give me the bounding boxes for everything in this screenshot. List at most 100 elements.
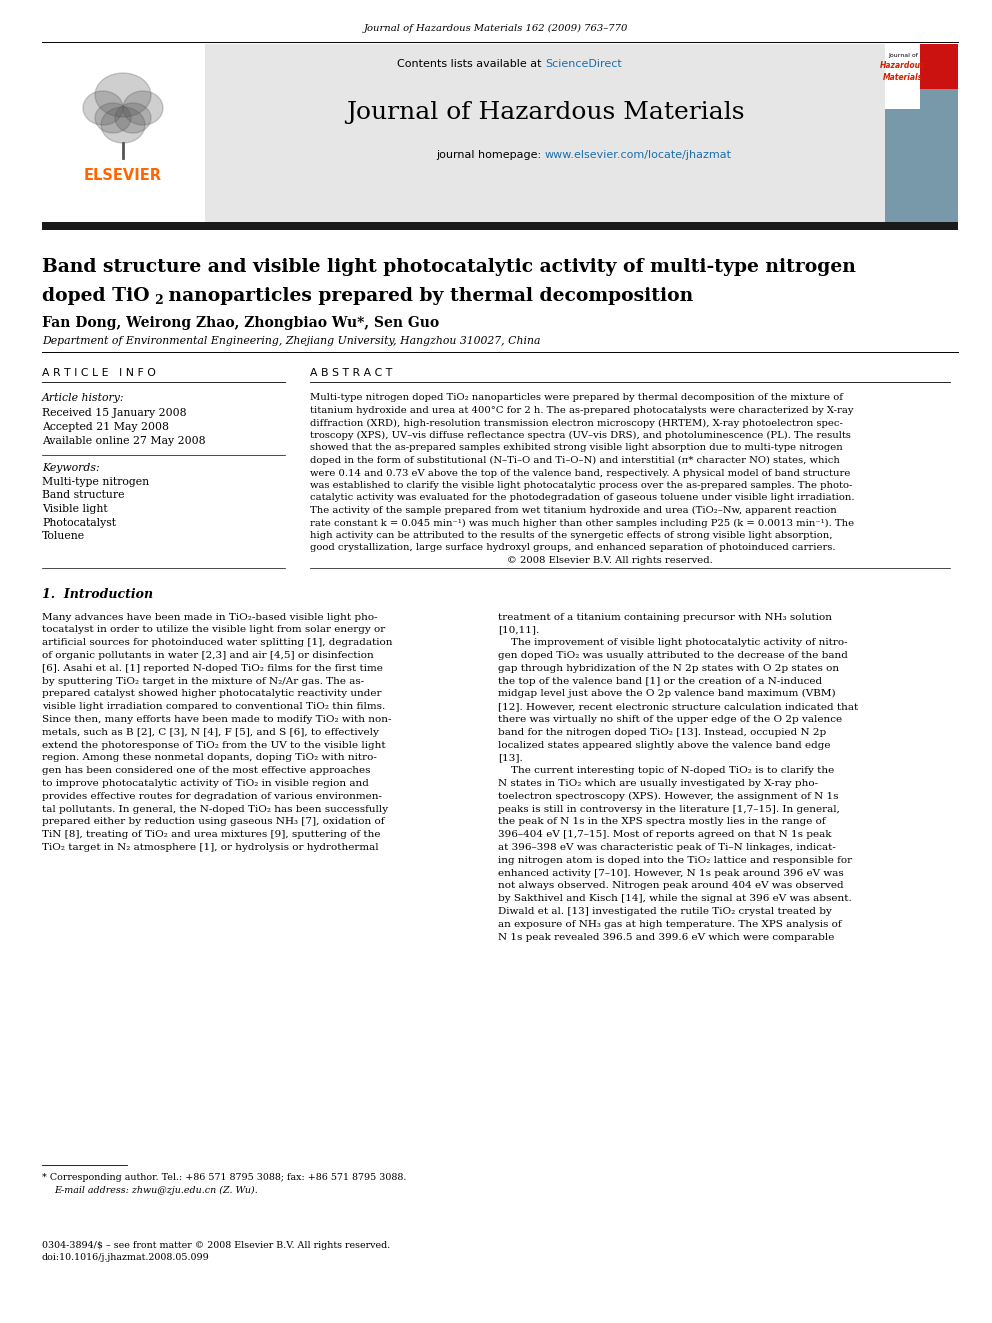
Text: ScienceDirect: ScienceDirect <box>545 60 622 69</box>
Text: Materials: Materials <box>883 73 924 82</box>
Text: © 2008 Elsevier B.V. All rights reserved.: © 2008 Elsevier B.V. All rights reserved… <box>310 556 712 565</box>
Text: doped in the form of substitutional (N–Ti–O and Ti–O–N) and interstitial (π* cha: doped in the form of substitutional (N–T… <box>310 456 840 466</box>
Text: good crystallization, large surface hydroxyl groups, and enhanced separation of : good crystallization, large surface hydr… <box>310 544 835 553</box>
Text: by sputtering TiO₂ target in the mixture of N₂/Ar gas. The as-: by sputtering TiO₂ target in the mixture… <box>42 676 364 685</box>
Text: doi:10.1016/j.jhazmat.2008.05.099: doi:10.1016/j.jhazmat.2008.05.099 <box>42 1253 209 1262</box>
Text: www.elsevier.com/locate/jhazmat: www.elsevier.com/locate/jhazmat <box>545 149 732 160</box>
Text: Journal of: Journal of <box>888 53 918 58</box>
Text: Accepted 21 May 2008: Accepted 21 May 2008 <box>42 422 169 433</box>
Text: Band structure and visible light photocatalytic activity of multi-type nitrogen: Band structure and visible light photoca… <box>42 258 856 277</box>
Text: The activity of the sample prepared from wet titanium hydroxide and urea (TiO₂–N: The activity of the sample prepared from… <box>310 505 836 515</box>
Text: journal homepage:: journal homepage: <box>436 149 545 160</box>
Text: Since then, many efforts have been made to modify TiO₂ with non-: Since then, many efforts have been made … <box>42 714 392 724</box>
Text: Band structure: Band structure <box>42 491 125 500</box>
Text: TiO₂ target in N₂ atmosphere [1], or hydrolysis or hydrothermal: TiO₂ target in N₂ atmosphere [1], or hyd… <box>42 843 379 852</box>
Text: Contents lists available at: Contents lists available at <box>397 60 545 69</box>
Text: TiN [8], treating of TiO₂ and urea mixtures [9], sputtering of the: TiN [8], treating of TiO₂ and urea mixtu… <box>42 830 381 839</box>
Text: gap through hybridization of the N 2p states with O 2p states on: gap through hybridization of the N 2p st… <box>498 664 839 672</box>
Text: A R T I C L E   I N F O: A R T I C L E I N F O <box>42 368 156 378</box>
Text: Visible light: Visible light <box>42 504 107 515</box>
Text: Department of Environmental Engineering, Zhejiang University, Hangzhou 310027, C: Department of Environmental Engineering,… <box>42 336 541 347</box>
FancyBboxPatch shape <box>885 89 958 222</box>
Ellipse shape <box>101 107 145 143</box>
Text: Journal of Hazardous Materials: Journal of Hazardous Materials <box>346 101 744 123</box>
Text: The current interesting topic of N-doped TiO₂ is to clarify the: The current interesting topic of N-doped… <box>498 766 834 775</box>
Text: Received 15 January 2008: Received 15 January 2008 <box>42 407 186 418</box>
Text: were 0.14 and 0.73 eV above the top of the valence band, respectively. A physica: were 0.14 and 0.73 eV above the top of t… <box>310 468 850 478</box>
Text: region. Among these nonmetal dopants, doping TiO₂ with nitro-: region. Among these nonmetal dopants, do… <box>42 753 377 762</box>
Text: Article history:: Article history: <box>42 393 125 404</box>
Text: to improve photocatalytic activity of TiO₂ in visible region and: to improve photocatalytic activity of Ti… <box>42 779 369 789</box>
Text: showed that the as-prepared samples exhibited strong visible light absorption du: showed that the as-prepared samples exhi… <box>310 443 843 452</box>
Text: treatment of a titanium containing precursor with NH₃ solution: treatment of a titanium containing precu… <box>498 613 832 622</box>
Text: [13].: [13]. <box>498 753 523 762</box>
Text: band for the nitrogen doped TiO₂ [13]. Instead, occupied N 2p: band for the nitrogen doped TiO₂ [13]. I… <box>498 728 826 737</box>
Text: at 396–398 eV was characteristic peak of Ti–N linkages, indicat-: at 396–398 eV was characteristic peak of… <box>498 843 836 852</box>
FancyBboxPatch shape <box>42 222 958 230</box>
Text: gen has been considered one of the most effective approaches: gen has been considered one of the most … <box>42 766 370 775</box>
Text: peaks is still in controversy in the literature [1,7–15]. In general,: peaks is still in controversy in the lit… <box>498 804 840 814</box>
Text: provides effective routes for degradation of various environmen-: provides effective routes for degradatio… <box>42 791 382 800</box>
Text: Multi-type nitrogen: Multi-type nitrogen <box>42 478 149 487</box>
Text: Available online 27 May 2008: Available online 27 May 2008 <box>42 437 205 446</box>
Ellipse shape <box>115 103 151 134</box>
Text: N states in TiO₂ which are usually investigated by X-ray pho-: N states in TiO₂ which are usually inves… <box>498 779 818 789</box>
Text: prepared catalyst showed higher photocatalytic reactivity under: prepared catalyst showed higher photocat… <box>42 689 382 699</box>
Text: 396–404 eV [1,7–15]. Most of reports agreed on that N 1s peak: 396–404 eV [1,7–15]. Most of reports agr… <box>498 830 831 839</box>
Text: high activity can be attributed to the results of the synergetic effects of stro: high activity can be attributed to the r… <box>310 531 832 540</box>
Text: ing nitrogen atom is doped into the TiO₂ lattice and responsible for: ing nitrogen atom is doped into the TiO₂… <box>498 856 852 865</box>
Text: gen doped TiO₂ was usually attributed to the decrease of the band: gen doped TiO₂ was usually attributed to… <box>498 651 848 660</box>
Text: nanoparticles prepared by thermal decomposition: nanoparticles prepared by thermal decomp… <box>162 287 693 306</box>
Text: catalytic activity was evaluated for the photodegradation of gaseous toluene und: catalytic activity was evaluated for the… <box>310 493 854 503</box>
Text: tocatalyst in order to utilize the visible light from solar energy or: tocatalyst in order to utilize the visib… <box>42 626 385 634</box>
Text: Photocatalyst: Photocatalyst <box>42 517 116 528</box>
Text: Many advances have been made in TiO₂-based visible light pho-: Many advances have been made in TiO₂-bas… <box>42 613 378 622</box>
Text: troscopy (XPS), UV–vis diffuse reflectance spectra (UV–vis DRS), and photolumine: troscopy (XPS), UV–vis diffuse reflectan… <box>310 431 851 441</box>
Text: [12]. However, recent electronic structure calculation indicated that: [12]. However, recent electronic structu… <box>498 703 858 710</box>
Text: the top of the valence band [1] or the creation of a N-induced: the top of the valence band [1] or the c… <box>498 676 822 685</box>
Text: Multi-type nitrogen doped TiO₂ nanoparticles were prepared by thermal decomposit: Multi-type nitrogen doped TiO₂ nanoparti… <box>310 393 843 402</box>
Text: metals, such as B [2], C [3], N [4], F [5], and S [6], to effectively: metals, such as B [2], C [3], N [4], F [… <box>42 728 379 737</box>
Text: midgap level just above the O 2p valence band maximum (VBM): midgap level just above the O 2p valence… <box>498 689 835 699</box>
Text: The improvement of visible light photocatalytic activity of nitro-: The improvement of visible light photoca… <box>498 638 847 647</box>
Text: A B S T R A C T: A B S T R A C T <box>310 368 392 378</box>
Text: Toluene: Toluene <box>42 531 85 541</box>
FancyBboxPatch shape <box>42 44 205 222</box>
FancyBboxPatch shape <box>205 44 885 222</box>
Text: extend the photoresponse of TiO₂ from the UV to the visible light: extend the photoresponse of TiO₂ from th… <box>42 741 386 750</box>
Text: [6]. Asahi et al. [1] reported N-doped TiO₂ films for the first time: [6]. Asahi et al. [1] reported N-doped T… <box>42 664 383 672</box>
Text: enhanced activity [7–10]. However, N 1s peak around 396 eV was: enhanced activity [7–10]. However, N 1s … <box>498 868 844 877</box>
Ellipse shape <box>83 91 123 124</box>
Text: 2: 2 <box>154 295 163 307</box>
Text: artificial sources for photoinduced water splitting [1], degradation: artificial sources for photoinduced wate… <box>42 638 393 647</box>
Text: 1.  Introduction: 1. Introduction <box>42 589 153 602</box>
Text: * Corresponding author. Tel.: +86 571 8795 3088; fax: +86 571 8795 3088.: * Corresponding author. Tel.: +86 571 87… <box>42 1172 407 1181</box>
Text: titanium hydroxide and urea at 400°C for 2 h. The as-prepared photocatalysts wer: titanium hydroxide and urea at 400°C for… <box>310 406 853 415</box>
Text: [10,11].: [10,11]. <box>498 626 540 634</box>
Ellipse shape <box>95 73 151 116</box>
Text: visible light irradiation compared to conventional TiO₂ thin films.: visible light irradiation compared to co… <box>42 703 385 710</box>
Text: N 1s peak revealed 396.5 and 399.6 eV which were comparable: N 1s peak revealed 396.5 and 399.6 eV wh… <box>498 933 834 942</box>
Text: diffraction (XRD), high-resolution transmission electron microscopy (HRTEM), X-r: diffraction (XRD), high-resolution trans… <box>310 418 843 427</box>
Text: rate constant k = 0.045 min⁻¹) was much higher than other samples including P25 : rate constant k = 0.045 min⁻¹) was much … <box>310 519 854 528</box>
Text: an exposure of NH₃ gas at high temperature. The XPS analysis of: an exposure of NH₃ gas at high temperatu… <box>498 919 841 929</box>
Text: doped TiO: doped TiO <box>42 287 150 306</box>
Text: tal pollutants. In general, the N-doped TiO₂ has been successfully: tal pollutants. In general, the N-doped … <box>42 804 388 814</box>
Text: by Sakthivel and Kisch [14], while the signal at 396 eV was absent.: by Sakthivel and Kisch [14], while the s… <box>498 894 852 904</box>
Text: localized states appeared slightly above the valence band edge: localized states appeared slightly above… <box>498 741 830 750</box>
Ellipse shape <box>95 103 131 134</box>
Text: Hazardous: Hazardous <box>880 61 926 70</box>
Text: E-mail address: zhwu@zju.edu.cn (Z. Wu).: E-mail address: zhwu@zju.edu.cn (Z. Wu). <box>54 1185 258 1195</box>
FancyBboxPatch shape <box>885 44 920 108</box>
Text: prepared either by reduction using gaseous NH₃ [7], oxidation of: prepared either by reduction using gaseo… <box>42 818 385 827</box>
Text: ELSEVIER: ELSEVIER <box>84 168 162 183</box>
Text: of organic pollutants in water [2,3] and air [4,5] or disinfection: of organic pollutants in water [2,3] and… <box>42 651 374 660</box>
Text: toelectron spectroscopy (XPS). However, the assignment of N 1s: toelectron spectroscopy (XPS). However, … <box>498 791 838 800</box>
Text: was established to clarify the visible light photocatalytic process over the as-: was established to clarify the visible l… <box>310 482 852 490</box>
Text: the peak of N 1s in the XPS spectra mostly lies in the range of: the peak of N 1s in the XPS spectra most… <box>498 818 825 827</box>
Text: Journal of Hazardous Materials 162 (2009) 763–770: Journal of Hazardous Materials 162 (2009… <box>364 24 628 33</box>
Text: Keywords:: Keywords: <box>42 463 99 474</box>
Text: there was virtually no shift of the upper edge of the O 2p valence: there was virtually no shift of the uppe… <box>498 714 842 724</box>
FancyBboxPatch shape <box>885 44 958 89</box>
Text: not always observed. Nitrogen peak around 404 eV was observed: not always observed. Nitrogen peak aroun… <box>498 881 843 890</box>
